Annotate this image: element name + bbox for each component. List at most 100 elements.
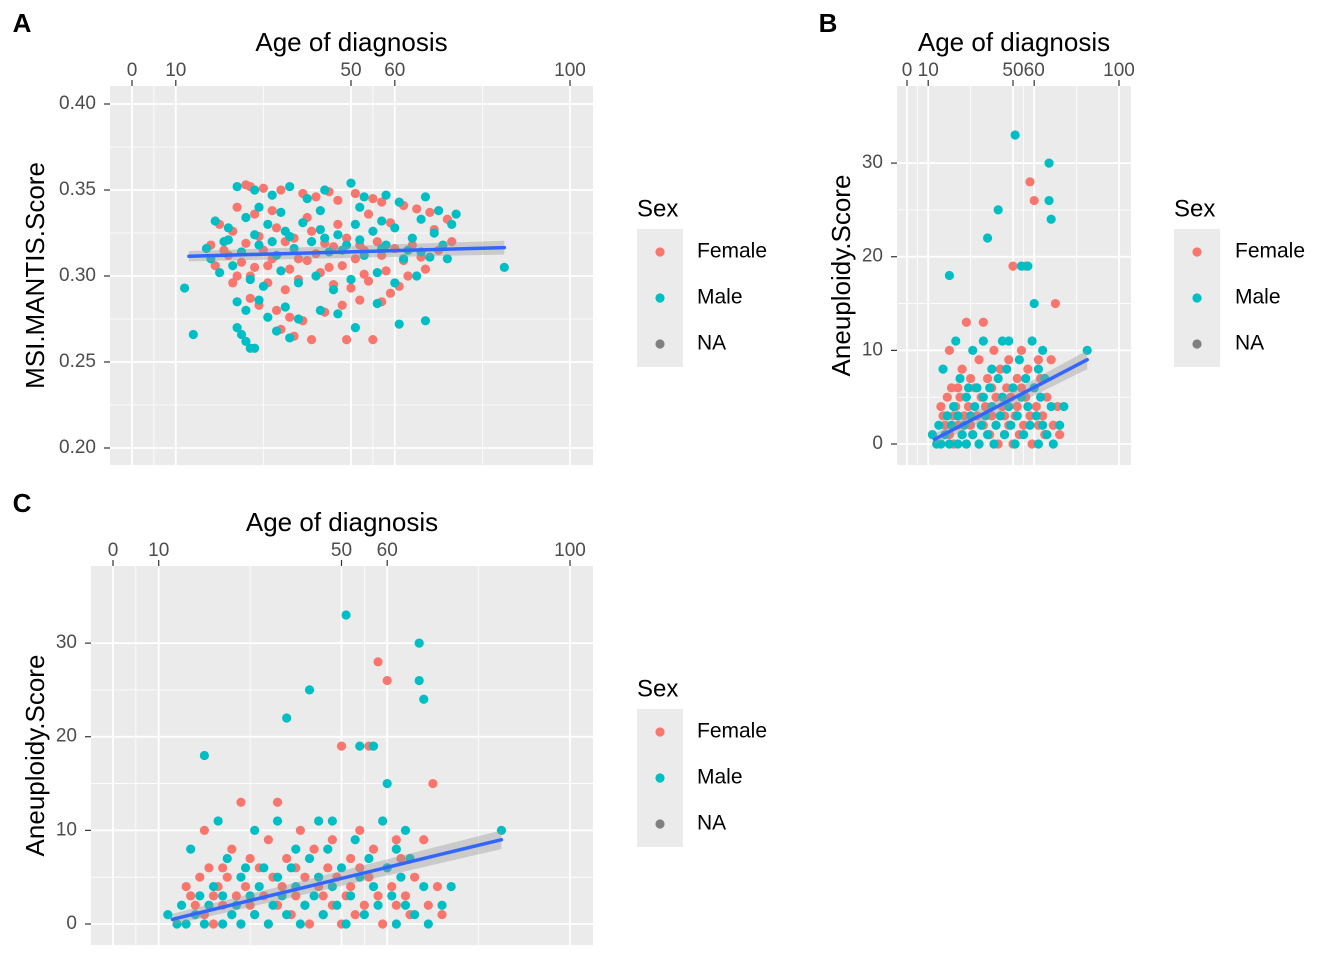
data-point-female bbox=[250, 262, 260, 272]
data-point-male bbox=[323, 844, 333, 854]
data-point-female bbox=[980, 401, 991, 412]
legend-key-male bbox=[655, 293, 665, 303]
data-point-female bbox=[236, 797, 246, 807]
legend-label-na: NA bbox=[1235, 332, 1264, 355]
y-axis-title: Aneuploidy.Score bbox=[826, 175, 856, 377]
data-point-male bbox=[293, 314, 304, 324]
data-point-male bbox=[391, 844, 401, 854]
data-point-male bbox=[291, 844, 301, 854]
data-point-female bbox=[382, 675, 392, 686]
legend-label-na: NA bbox=[697, 812, 726, 835]
data-point-male bbox=[394, 319, 404, 329]
data-point-male bbox=[346, 178, 356, 188]
data-point-male bbox=[282, 713, 292, 723]
data-point-female bbox=[359, 269, 369, 279]
chart-panel-a: A 0 10 50 60 100 0.20 0.25 0.30 0.35 0.40 Age of di… bbox=[13, 8, 767, 465]
data-point-male bbox=[328, 285, 339, 295]
data-point-male bbox=[186, 844, 196, 854]
data-point-male bbox=[934, 420, 944, 430]
confidence-band bbox=[172, 830, 502, 925]
series-male bbox=[179, 178, 509, 353]
data-point-male bbox=[245, 274, 255, 285]
data-point-male bbox=[373, 900, 383, 910]
data-point-female bbox=[447, 237, 457, 247]
data-point-male bbox=[1023, 401, 1033, 412]
data-point-male bbox=[298, 218, 308, 228]
data-point-male bbox=[1044, 195, 1054, 206]
data-point-male bbox=[201, 243, 212, 254]
data-point-female bbox=[1008, 261, 1018, 271]
data-point-male bbox=[390, 223, 400, 233]
data-point-male bbox=[944, 270, 955, 281]
data-point-male bbox=[359, 910, 369, 920]
x-tick-label: 60 bbox=[384, 60, 405, 81]
data-point-male bbox=[236, 919, 246, 929]
legend-key-na bbox=[1192, 339, 1202, 349]
data-point-female bbox=[306, 226, 317, 236]
data-point-male bbox=[982, 430, 993, 440]
data-point-female bbox=[227, 844, 237, 854]
data-point-male bbox=[236, 329, 247, 340]
data-point-male bbox=[314, 816, 324, 826]
data-point-female bbox=[403, 271, 413, 281]
data-point-male bbox=[341, 919, 351, 929]
data-point-female bbox=[323, 863, 333, 873]
data-point-male bbox=[420, 316, 431, 326]
data-point-male bbox=[938, 364, 948, 374]
data-point-female bbox=[355, 825, 365, 835]
data-point-male bbox=[304, 853, 315, 864]
data-point-male bbox=[181, 919, 191, 929]
data-point-female bbox=[291, 891, 301, 901]
data-point-male bbox=[942, 411, 952, 421]
data-point-female bbox=[1027, 439, 1037, 449]
data-point-male bbox=[1044, 158, 1054, 168]
data-point-male bbox=[997, 392, 1008, 402]
data-point-male bbox=[377, 216, 387, 226]
data-point-male bbox=[346, 891, 356, 901]
data-point-male bbox=[438, 240, 448, 250]
data-point-male bbox=[419, 881, 429, 892]
data-point-male bbox=[442, 254, 452, 264]
data-point-male bbox=[215, 267, 225, 278]
data-point-male bbox=[232, 181, 242, 192]
data-point-female bbox=[400, 891, 411, 901]
data-point-female bbox=[333, 195, 343, 205]
data-point-male bbox=[372, 267, 382, 278]
data-point-male bbox=[272, 872, 283, 882]
data-point-male bbox=[293, 278, 304, 288]
data-point-male bbox=[314, 872, 324, 882]
data-point-male bbox=[259, 863, 269, 873]
trend-line bbox=[187, 245, 507, 258]
data-point-male bbox=[1010, 130, 1020, 140]
data-point-female bbox=[940, 420, 950, 430]
data-point-female bbox=[419, 835, 429, 845]
data-point-male bbox=[407, 233, 417, 243]
data-point-female bbox=[228, 278, 238, 288]
data-point-female bbox=[381, 266, 391, 276]
data-point-female bbox=[1012, 401, 1022, 412]
data-point-male bbox=[390, 278, 400, 288]
data-point-female bbox=[437, 910, 447, 920]
y-tick-label: 0 bbox=[872, 433, 883, 454]
data-point-female bbox=[186, 891, 196, 901]
data-point-female bbox=[963, 401, 974, 412]
data-point-male bbox=[213, 816, 223, 826]
data-point-male bbox=[208, 881, 219, 892]
legend-title: Sex bbox=[1174, 195, 1215, 222]
data-point-female bbox=[241, 238, 251, 248]
data-point-male bbox=[318, 910, 328, 920]
data-point-female bbox=[285, 312, 295, 322]
data-point-male bbox=[263, 919, 273, 929]
data-point-female bbox=[387, 881, 397, 892]
data-point-female bbox=[271, 305, 282, 315]
data-point-male bbox=[434, 206, 444, 216]
data-point-female bbox=[280, 285, 290, 295]
data-point-male bbox=[315, 206, 325, 216]
data-point-female bbox=[944, 345, 955, 355]
data-point-female bbox=[236, 257, 247, 267]
data-point-female bbox=[204, 863, 214, 873]
data-point-male bbox=[241, 212, 251, 223]
data-point-male bbox=[250, 185, 260, 195]
y-tick-label: 0.25 bbox=[59, 351, 96, 372]
